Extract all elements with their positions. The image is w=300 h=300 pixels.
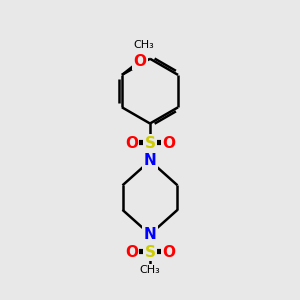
Text: O: O (162, 136, 175, 151)
Text: O: O (125, 136, 138, 151)
Text: CH₃: CH₃ (133, 40, 154, 50)
Text: CH₃: CH₃ (140, 265, 160, 275)
Text: N: N (144, 153, 156, 168)
Text: N: N (144, 227, 156, 242)
Text: O: O (125, 244, 138, 260)
Text: S: S (145, 136, 155, 151)
Text: O: O (133, 54, 146, 69)
Text: S: S (145, 244, 155, 260)
Text: O: O (162, 244, 175, 260)
